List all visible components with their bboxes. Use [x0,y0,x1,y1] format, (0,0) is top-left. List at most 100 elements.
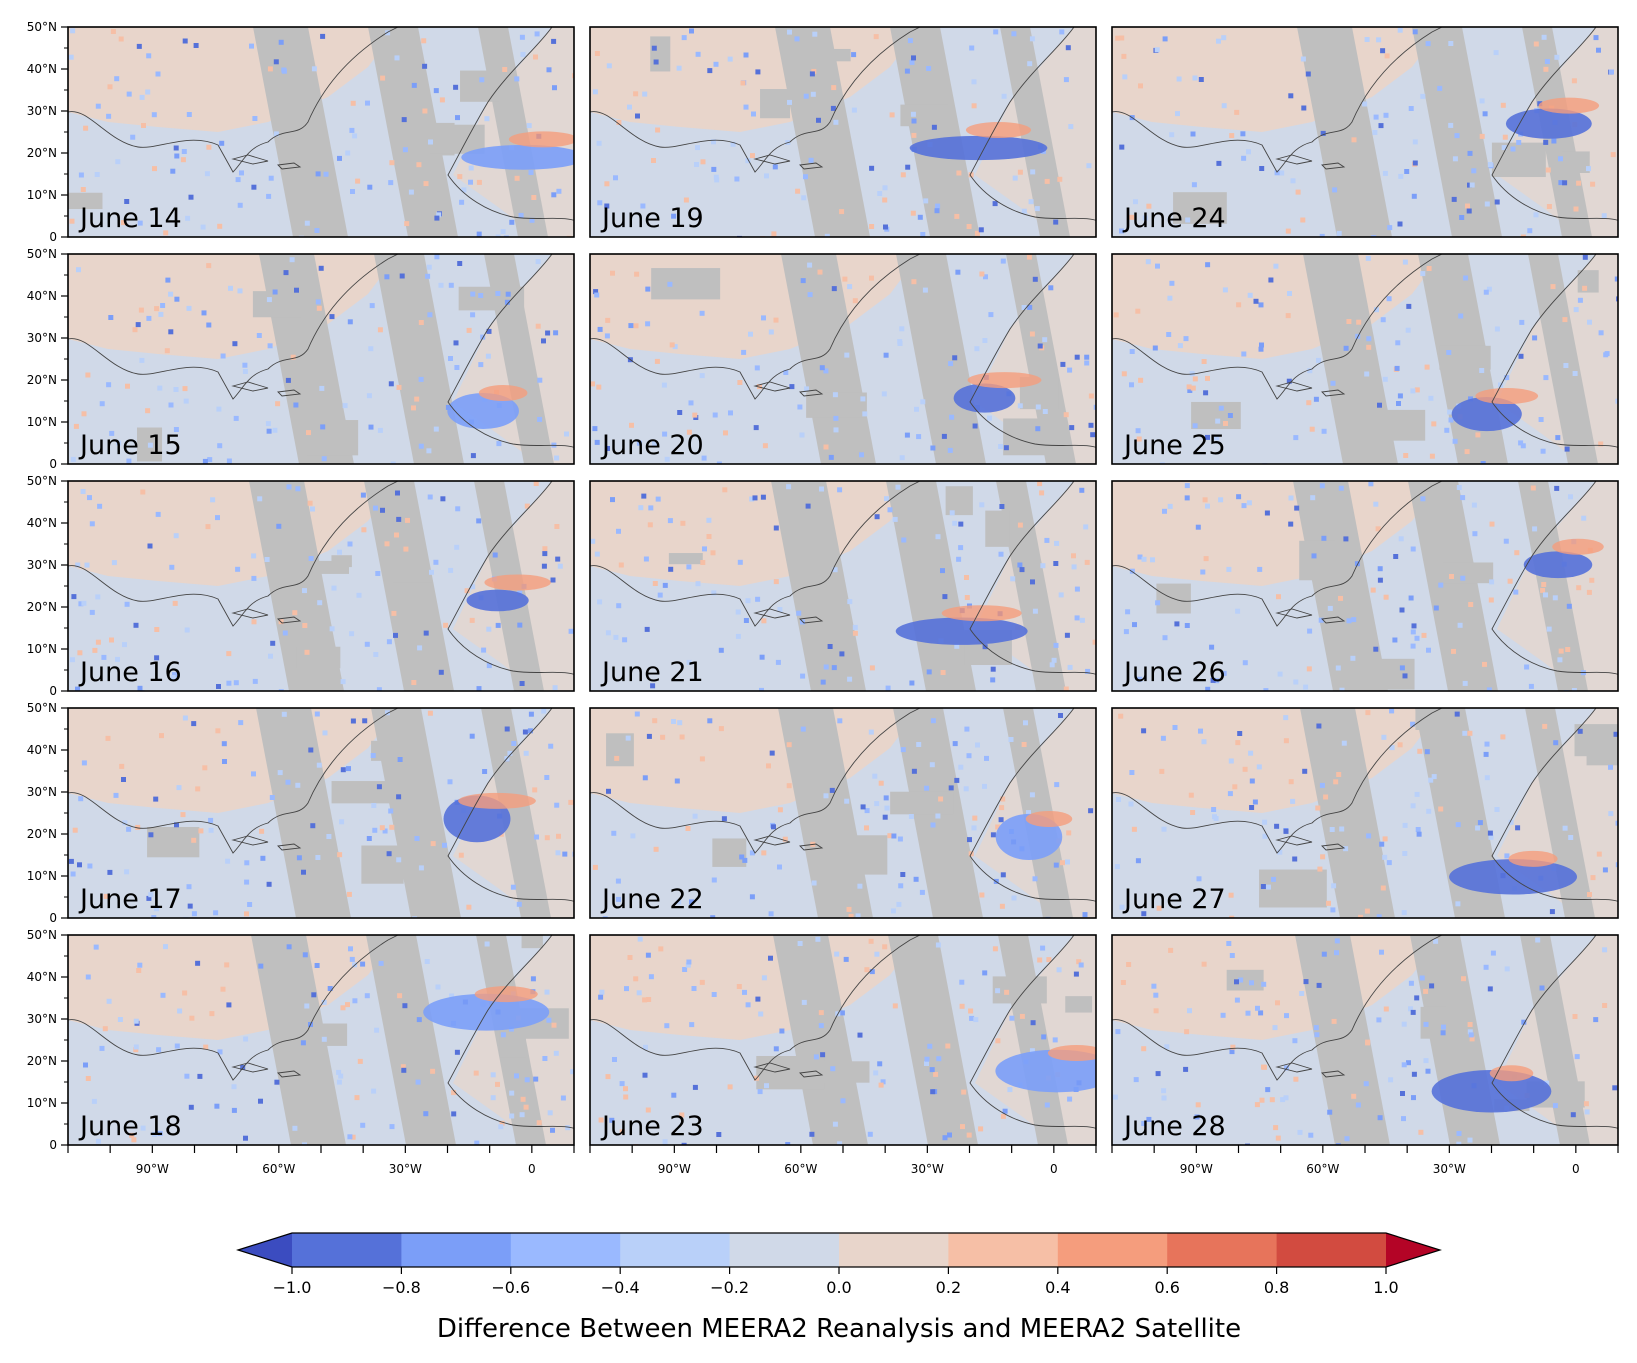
land-positive-area [68,27,398,132]
feature-blob [1508,850,1558,867]
colorbar-bin [1167,1233,1278,1267]
colorbar: −1.0 −0.8 −0.6 −0.4 −0.2 0.0 0.2 0.4 0.6 0.8 1.0 D… [236,1232,1442,1344]
colorbar-tick-label: 0.8 [1264,1278,1289,1297]
pixel-noise [1113,254,1618,464]
map-panel: June 16 50°N 40°N 30°N 20°N 10°N 0 [27,474,575,698]
lat-tick-label: 0 [49,911,57,925]
panel-frame [589,26,1097,238]
land-positive-area [1112,935,1442,1040]
colorbar-tick-label: −0.6 [491,1278,530,1297]
map-panel: June 21 [589,480,1097,692]
colorbar-tick-label: −0.4 [601,1278,640,1297]
no-data-patch [945,486,973,516]
lat-tick-label: 30°N [27,104,57,118]
lon-tick-label: 0 [1050,1162,1058,1176]
no-data-patch [1415,708,1437,730]
feature-blob [466,589,529,612]
no-data-swath [1297,27,1392,237]
lon-tick-label: 90°W [136,1162,169,1176]
feature-blob [1475,388,1539,405]
lat-tick-label: 40°N [27,970,57,984]
feature-blob [484,574,551,591]
feature-blob [1047,1045,1096,1062]
colorbar-label: Difference Between MEERA2 Reanalysis and… [437,1314,1241,1344]
feature-blob [1523,551,1593,579]
pixel-noise [1112,937,1618,1145]
pixel-noise [68,28,574,237]
lat-tick-label: 20°N [27,827,57,841]
panel-frame [589,253,1097,465]
colorbar-bin [839,1233,949,1267]
lon-tick-label: 60°W [262,1162,295,1176]
no-data-patch [331,781,391,804]
lat-tick-label: 10°N [27,188,57,202]
no-data-patch [392,582,433,595]
no-data-patch [68,192,103,210]
panel-frame [1111,253,1619,465]
lat-tick-label: 30°N [27,331,57,345]
panel-frame [1111,26,1619,238]
map-panel: June 27 [1111,707,1619,919]
panel-date-label: June 25 [1122,430,1226,461]
feature-blob [461,144,574,170]
colorbar-bin [292,1233,402,1267]
colorbar-tick-label: −1.0 [273,1278,312,1297]
lon-tick-label: 30°W [911,1162,944,1176]
no-data-patch [147,827,200,858]
colorbar-tick-label: 0.0 [826,1278,851,1297]
lon-tick-label: 30°W [389,1162,422,1176]
map-panel: June 18 50°N 40°N 30°N 20°N 10°N 0 90°W 60°W 30°W… [27,928,575,1176]
panel-date-label: June 14 [78,203,182,234]
panel-date-label: June 19 [600,203,704,234]
land-positive-area [1112,481,1442,586]
colorbar-tick-label: −0.2 [710,1278,749,1297]
no-data-patch [458,286,525,311]
colorbar-bin [510,1233,621,1267]
no-data-patch [430,124,485,154]
lat-tick-label: 20°N [27,600,57,614]
lon-tick-label: 30°W [1433,1162,1466,1176]
lat-tick-label: 50°N [27,247,57,261]
feature-blob [1538,97,1600,114]
no-data-patch [1191,401,1241,430]
no-data-patch [651,268,721,300]
no-data-swath [256,708,351,918]
no-data-swath [368,27,458,237]
no-data-patch [1065,996,1093,1013]
panel-date-label: June 16 [78,657,182,688]
no-data-swath [1518,481,1588,691]
no-data-patch [712,838,747,867]
land-positive-area [1112,27,1442,132]
lat-tick-label: 30°N [27,785,57,799]
map-panel: June 19 [589,26,1097,238]
colorbar-bin [729,1233,840,1267]
no-data-swath [481,708,551,918]
pixel-noise [592,28,1096,237]
no-data-patch [1326,76,1354,99]
lat-tick-label: 20°N [27,146,57,160]
feature-blob [1025,810,1073,827]
map-panel: June 17 50°N 40°N 30°N 20°N 10°N 0 [27,701,575,925]
feature-blob [941,605,1022,622]
feature-blob [478,384,528,401]
map-panel: June 24 [1111,26,1619,238]
no-data-patch [1226,969,1264,991]
no-data-patch [805,1061,870,1083]
no-data-patch [460,70,499,102]
feature-blob [474,986,538,1003]
no-data-swath [775,27,870,237]
lat-tick-label: 20°N [27,1054,57,1068]
no-data-swath [253,27,348,237]
no-data-swath [251,935,346,1145]
panel-frame [1111,480,1619,692]
no-data-patch [890,791,954,815]
map-panel: June 23 90°W 60°W 30°W 0 [589,934,1097,1176]
feature-blob [909,135,1048,161]
lat-tick-label: 40°N [27,289,57,303]
panel-frame [589,707,1097,919]
no-data-patch [1442,562,1494,584]
no-data-swath [996,481,1066,691]
lat-tick-label: 30°N [27,558,57,572]
lon-tick-label: 0 [528,1162,536,1176]
no-data-swath [771,481,866,691]
